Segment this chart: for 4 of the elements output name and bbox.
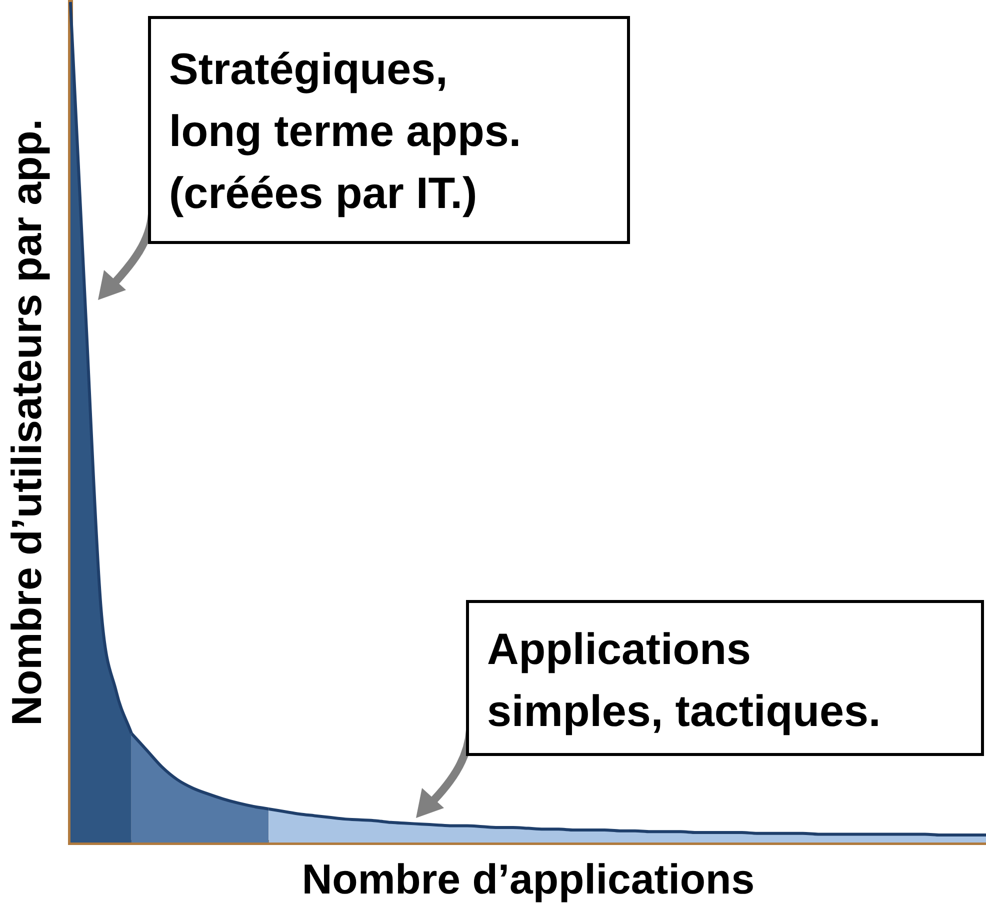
y-axis-title: Nombre d’utilisateurs par app. [2,118,50,726]
x-axis-title: Nombre d’applications [302,855,755,902]
annotation: Applications simples, tactiques. [466,600,984,756]
annotation: Stratégiques, long terme apps. (créées par IT.) [148,16,630,244]
